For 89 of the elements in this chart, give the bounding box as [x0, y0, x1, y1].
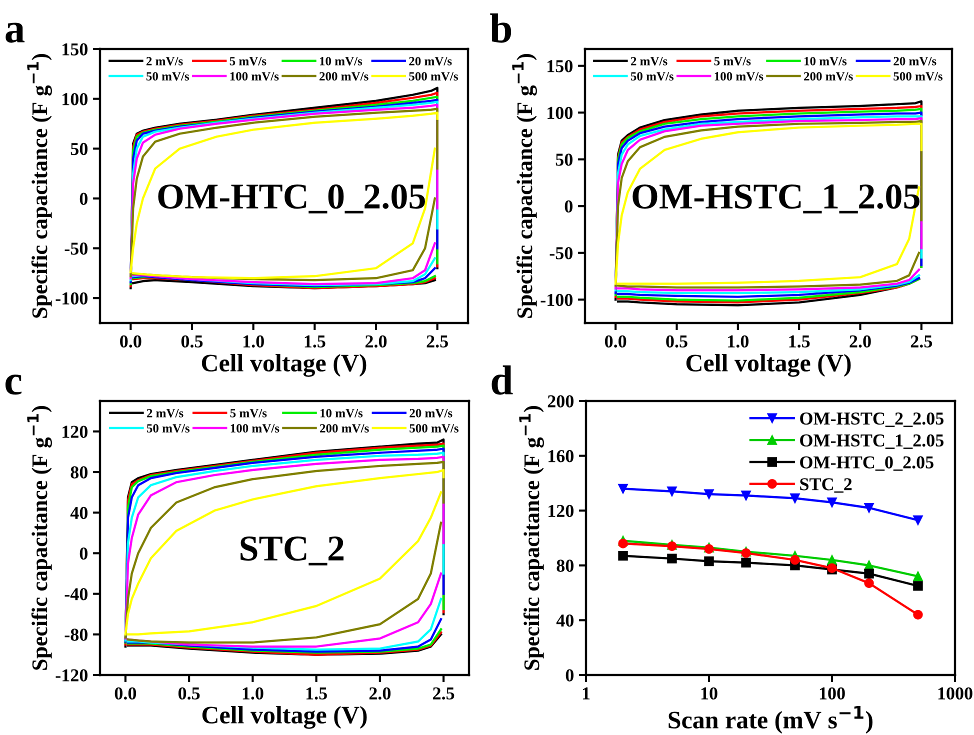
- legend-label: 500 mV/s: [410, 424, 458, 433]
- legend-label: OM-HSTC_1_2.05: [800, 434, 944, 449]
- y-tick-label: 100: [62, 93, 88, 106]
- legend-label: 10 mV/s: [804, 56, 847, 66]
- legend-label: 100 mV/s: [230, 424, 280, 433]
- y-tick-label: 0: [80, 547, 88, 560]
- legend-label: 200 mV/s: [320, 424, 369, 433]
- annotation: STC_2: [240, 536, 344, 566]
- y-tick-label: 0: [564, 200, 573, 213]
- x-tick-label: 1.5: [789, 335, 810, 348]
- x-axis-title: Cell voltage (V): [686, 354, 851, 377]
- y-tick-label: -50: [550, 247, 573, 260]
- legend-label: 50 mV/s: [630, 72, 674, 81]
- x-tick-label: 2.0: [850, 335, 871, 348]
- x-tick-label: 2.5: [910, 335, 932, 348]
- y-tick-label: 120: [62, 426, 88, 438]
- x-axis-title: Scan rate (mV s$^{−1}$): [668, 706, 872, 734]
- legend-label: 5 mV/s: [714, 57, 751, 66]
- x-axis-title: Cell voltage (V): [202, 706, 367, 729]
- y-tick-label: -80: [64, 628, 88, 641]
- y-axis-title: Specific capacitance (F g$^{−1}$): [519, 406, 544, 670]
- y-tick-label: 40: [70, 506, 88, 520]
- text: d: [492, 365, 513, 395]
- x-tick-label: 0.5: [178, 687, 200, 700]
- y-axis-title: Specific capacitance (F g$^{−1}$): [27, 54, 52, 318]
- legend-label: 200 mV/s: [804, 72, 853, 81]
- x-tick-label: 1.0: [242, 687, 264, 700]
- legend-label: 2 mV/s: [146, 408, 184, 418]
- y-tick-label: 50: [556, 154, 573, 166]
- x-tick-label: 1000: [938, 687, 972, 700]
- x-tick-label: 0.5: [181, 335, 203, 348]
- legend-label: 100 mV/s: [714, 72, 764, 81]
- x-tick-label: 0.5: [666, 335, 688, 348]
- legend-label: 500 mV/s: [409, 72, 458, 81]
- y-tick-label: -40: [64, 588, 88, 600]
- x-tick-label: 1.5: [304, 335, 326, 348]
- legend-label: 100 mV/s: [230, 72, 279, 81]
- y-tick-label: -120: [56, 669, 88, 682]
- x-tick-label: 1.0: [243, 335, 264, 348]
- legend-label: 200 mV/s: [320, 72, 368, 81]
- y-tick-label: -50: [64, 242, 88, 255]
- legend-label: 5 mV/s: [230, 57, 266, 66]
- y-axis-title: Specific capacitance (F g$^{−1}$): [512, 54, 537, 318]
- y-tick-label: 200: [548, 395, 574, 408]
- y-tick-label: 0: [80, 192, 88, 205]
- legend-label: 20 mV/s: [409, 56, 452, 66]
- x-tick-label: 2.0: [369, 687, 391, 700]
- x-tick-label: 2.0: [365, 335, 387, 348]
- y-tick-label: 50: [70, 142, 88, 156]
- y-tick-label: 100: [548, 106, 573, 120]
- x-tick-label: 2.5: [433, 687, 454, 700]
- x-axis-title: Cell voltage (V): [202, 354, 366, 377]
- legend-label: 10 mV/s: [320, 56, 362, 66]
- y-tick-label: 0: [566, 669, 574, 682]
- y-tick-label: 80: [70, 466, 88, 478]
- legend-label: 50 mV/s: [146, 72, 190, 81]
- legend-label: 2 mV/s: [630, 56, 668, 66]
- x-tick-label: 2.5: [426, 335, 448, 348]
- x-tick-label: 0.0: [604, 335, 626, 348]
- x-tick-label: 0.0: [120, 335, 142, 348]
- x-tick-label: 100: [820, 687, 845, 700]
- x-tick-label: 1.0: [728, 335, 749, 348]
- legend-label: 5 mV/s: [230, 409, 267, 418]
- y-tick-label: 150: [62, 43, 88, 56]
- x-tick-label: 0.0: [114, 687, 136, 700]
- legend-label: 20 mV/s: [894, 56, 936, 66]
- y-tick-label: 80: [556, 560, 574, 572]
- legend-label: 2 mV/s: [146, 56, 183, 66]
- y-tick-label: 160: [548, 450, 574, 462]
- legend-label: OM-HTC_0_2.05: [800, 456, 934, 471]
- legend-label: OM-HSTC_2_2.05: [800, 412, 944, 427]
- y-tick-label: 150: [548, 60, 573, 72]
- y-tick-label: -100: [540, 294, 573, 306]
- legend-label: 50 mV/s: [146, 424, 190, 433]
- legend-label: 20 mV/s: [410, 408, 452, 418]
- y-tick-label: 40: [556, 614, 574, 627]
- x-tick-label: 1: [582, 687, 590, 700]
- x-tick-label: 1.5: [306, 687, 327, 700]
- legend-label: 10 mV/s: [320, 408, 363, 418]
- legend-label: 500 mV/s: [894, 72, 942, 81]
- text: b: [490, 13, 512, 43]
- y-tick-label: -100: [56, 292, 88, 305]
- annotation: OM-HTC_0_2.05: [158, 184, 425, 214]
- legend-label: STC_2: [800, 478, 852, 493]
- y-tick-label: 120: [548, 504, 574, 518]
- y-axis-title: Specific capacitance (F g$^{−1}$): [27, 406, 52, 670]
- x-tick-label: 10: [701, 687, 718, 700]
- text: a: [6, 22, 25, 43]
- text: c: [5, 374, 22, 395]
